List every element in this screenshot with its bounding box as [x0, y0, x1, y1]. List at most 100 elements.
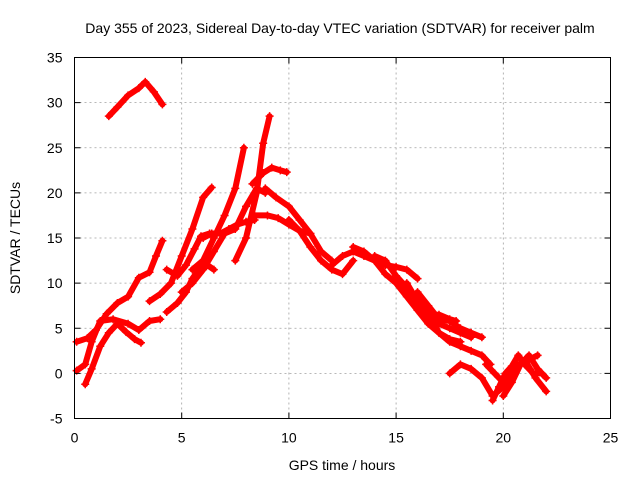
y-tick-label: 10	[47, 275, 63, 291]
data-point-marker	[282, 168, 291, 177]
data-point-marker	[284, 202, 293, 211]
series-track-21	[425, 311, 460, 324]
data-point-marker	[514, 351, 523, 360]
data-point-marker	[250, 211, 259, 220]
y-tick-label: 0	[55, 365, 63, 381]
x-tick-label: 20	[496, 430, 512, 446]
data-point-marker	[272, 193, 281, 202]
data-point-marker	[381, 270, 390, 279]
data-point-marker	[482, 360, 491, 369]
data-point-marker	[434, 310, 443, 319]
data-point-marker	[477, 351, 486, 360]
data-point-marker	[130, 335, 139, 344]
data-point-marker	[239, 143, 248, 152]
data-point-marker	[529, 369, 538, 378]
data-point-marker	[467, 346, 476, 355]
data-point-marker	[81, 360, 90, 369]
data-point-marker	[216, 229, 225, 238]
x-tick-label: 0	[71, 430, 79, 446]
x-tick-label: 10	[281, 430, 297, 446]
data-point-marker	[402, 292, 411, 301]
data-point-marker	[261, 184, 270, 193]
data-point-marker	[113, 298, 122, 307]
data-point-marker	[177, 288, 186, 297]
series-track-4	[82, 320, 144, 388]
data-point-marker	[402, 265, 411, 274]
data-point-marker	[141, 77, 150, 86]
data-point-marker	[87, 364, 96, 373]
data-point-marker	[231, 184, 240, 193]
data-point-marker	[490, 369, 499, 378]
data-point-marker	[467, 364, 476, 373]
data-point-marker	[199, 265, 208, 274]
y-axis-label: SDTVAR / TECUs	[7, 182, 23, 294]
series-track-25	[500, 352, 550, 399]
data-point-marker	[452, 317, 461, 326]
data-point-marker	[445, 315, 454, 324]
axis-ticks: 0 5 10 15 20 25 -5 0 5 10 15 20 25 30 35	[47, 50, 619, 446]
x-axis-label: GPS time / hours	[289, 457, 396, 473]
data-point-marker	[370, 252, 379, 261]
data-point-marker	[177, 252, 186, 261]
data-point-marker	[145, 268, 154, 277]
data-point-marker	[145, 297, 154, 306]
data-point-marker	[467, 328, 476, 337]
data-point-marker	[338, 270, 347, 279]
data-point-marker	[349, 243, 358, 252]
data-point-marker	[402, 279, 411, 288]
data-point-marker	[242, 234, 251, 242]
data-point-marker	[495, 382, 504, 391]
data-point-marker	[381, 256, 390, 265]
data-point-marker	[338, 252, 347, 261]
data-point-marker	[317, 247, 326, 256]
data-point-marker	[151, 252, 160, 261]
data-point-marker	[295, 226, 304, 235]
data-point-marker	[209, 265, 218, 274]
data-point-marker	[156, 315, 165, 324]
data-point-marker	[109, 315, 118, 324]
data-point-marker	[113, 103, 122, 112]
data-point-marker	[413, 288, 422, 297]
data-point-marker	[220, 211, 229, 220]
data-point-marker	[188, 265, 197, 274]
chart-title: Day 355 of 2023, Sidereal Day-to-day VTE…	[85, 20, 594, 36]
data-point-marker	[96, 342, 105, 351]
series-track-9	[189, 144, 247, 273]
data-point-marker	[136, 338, 145, 347]
data-point-marker	[424, 301, 433, 310]
data-point-marker	[274, 214, 283, 223]
data-point-marker	[392, 271, 401, 280]
data-point-marker	[542, 373, 551, 382]
data-point-marker	[158, 100, 167, 109]
data-point-marker	[145, 317, 154, 326]
y-tick-label: 30	[47, 95, 63, 111]
data-point-marker	[113, 319, 122, 328]
data-point-marker	[199, 256, 208, 265]
data-point-marker	[284, 215, 293, 224]
data-point-marker	[542, 387, 551, 396]
data-point-marker	[173, 271, 182, 280]
series-track-14	[262, 185, 335, 264]
data-point-marker	[259, 139, 268, 148]
data-point-marker	[104, 328, 113, 337]
data-point-marker	[124, 91, 133, 100]
y-tick-label: 15	[47, 230, 63, 246]
y-tick-label: 20	[47, 185, 63, 201]
data-point-marker	[199, 193, 208, 202]
data-point-marker	[306, 243, 315, 252]
data-point-marker	[134, 273, 143, 282]
data-point-marker	[263, 211, 272, 220]
data-point-marker	[477, 373, 486, 382]
data-point-marker	[533, 351, 542, 360]
data-point-marker	[295, 215, 304, 224]
y-tick-label: -5	[50, 411, 63, 427]
data-point-marker	[327, 261, 336, 270]
y-tick-label: 25	[47, 140, 63, 156]
data-point-marker	[445, 369, 454, 378]
data-point-marker	[477, 333, 486, 342]
data-point-marker	[199, 234, 208, 242]
data-point-marker	[173, 298, 182, 307]
data-point-marker	[231, 256, 240, 265]
data-point-marker	[190, 244, 199, 253]
data-point-marker	[252, 188, 261, 197]
